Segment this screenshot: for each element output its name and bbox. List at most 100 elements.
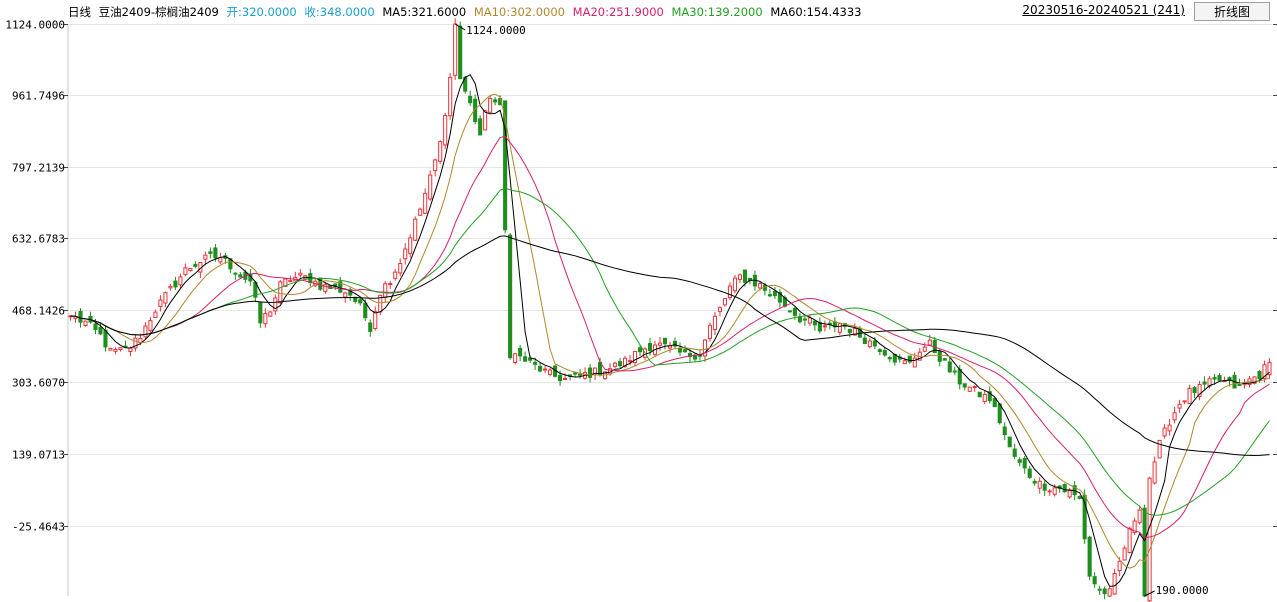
candle-down (173, 280, 178, 288)
candle-up (627, 360, 633, 363)
candle-down (812, 320, 817, 326)
y-axis: 1124.0000 961.7496 797.2139 632.6783 468.142… (5, 19, 1277, 596)
candle-up (912, 357, 917, 368)
candle-down (258, 301, 263, 324)
candle-up (1267, 362, 1272, 376)
candle-up (268, 311, 273, 317)
candle-down (887, 357, 892, 360)
candle-up (1172, 412, 1177, 421)
candle-up (388, 283, 393, 286)
candle-up (1177, 403, 1182, 409)
candle-down (797, 316, 802, 323)
candle-down (802, 318, 807, 321)
candle-up (1167, 424, 1172, 432)
candle-down (338, 281, 343, 293)
candle-up (128, 347, 133, 353)
candle-down (1012, 448, 1017, 457)
candle-up (118, 347, 123, 351)
candle-down (962, 383, 967, 388)
candle-up (218, 257, 223, 263)
close-label: 收: (304, 5, 320, 19)
candle-up (283, 278, 288, 287)
candle-up (982, 393, 987, 403)
candle-down (1102, 588, 1107, 595)
candle-up (143, 325, 148, 338)
candle-down (98, 326, 103, 335)
candle-up (448, 77, 453, 117)
candle-up (757, 283, 762, 289)
candle-up (413, 218, 418, 241)
candle-down (1062, 484, 1067, 493)
candle-up (203, 254, 208, 260)
candle-up (867, 340, 872, 348)
candle-down (1087, 536, 1092, 577)
candle-up (1047, 490, 1052, 493)
candle-up (707, 324, 713, 339)
candle-up (483, 110, 488, 131)
candle-down (877, 349, 882, 353)
candle-down (1022, 457, 1027, 469)
candle-down (363, 302, 368, 319)
candle-up (1147, 477, 1152, 602)
candle-up (822, 325, 827, 328)
candle-up (732, 277, 737, 292)
candle-up (967, 386, 972, 392)
candle-up (148, 320, 153, 331)
ma20-label: MA20: (572, 5, 609, 19)
candle-down (1257, 370, 1262, 380)
candle-up (453, 23, 458, 76)
candle-up (418, 208, 423, 216)
candle-up (1157, 439, 1162, 459)
candle-up (927, 339, 932, 346)
candle-up (852, 328, 857, 336)
candle-down (617, 361, 623, 367)
ma30-label: MA30: (671, 5, 708, 19)
candle-up (298, 272, 303, 276)
candle-down (558, 375, 563, 382)
candle-down (533, 361, 538, 365)
ma20-readout: MA20:251.9000 (573, 5, 664, 19)
candle-down (957, 368, 962, 385)
candle-down (588, 367, 593, 378)
candle-down (952, 370, 957, 373)
candle-up (807, 317, 812, 324)
candle-up (1182, 400, 1187, 403)
candle-down (1217, 375, 1222, 381)
date-range-link[interactable]: 20230516-20240521 (241) (1022, 3, 1185, 17)
candle-down (672, 340, 678, 347)
y-tick-label: 632.6783 (12, 233, 65, 246)
candle-up (133, 337, 138, 349)
candle-up (178, 276, 183, 286)
candle-up (1197, 383, 1202, 397)
candle-up (972, 386, 977, 389)
candle-up (563, 377, 568, 380)
line-chart-button[interactable]: 折线图 (1194, 2, 1270, 21)
candle-down (518, 347, 523, 357)
instrument-label: 豆油2409-棕榈油2409 (98, 5, 219, 19)
candle-down (1227, 377, 1232, 382)
candle-down (538, 365, 543, 372)
candle-down (942, 358, 947, 361)
candle-up (1132, 520, 1137, 534)
candle-up (1152, 461, 1157, 484)
candle-down (1027, 468, 1032, 478)
candle-down (238, 274, 243, 278)
candle-down (647, 342, 653, 352)
candle-up (1117, 560, 1122, 572)
y-tick-label: 468.1426 (12, 305, 65, 318)
candle-down (578, 373, 583, 376)
candle-down (1202, 381, 1207, 385)
candle-up (188, 267, 193, 272)
candle-down (208, 251, 213, 254)
candle-down (677, 347, 683, 353)
candle-up (622, 357, 628, 367)
candle-down (523, 356, 528, 362)
candle-up (548, 369, 553, 375)
candle-down (1042, 483, 1047, 491)
candle-down (947, 361, 952, 373)
ma30-value: 139.2000 (707, 5, 763, 19)
candle-up (273, 297, 278, 312)
candle-down (862, 337, 867, 345)
candle-up (1187, 387, 1192, 404)
